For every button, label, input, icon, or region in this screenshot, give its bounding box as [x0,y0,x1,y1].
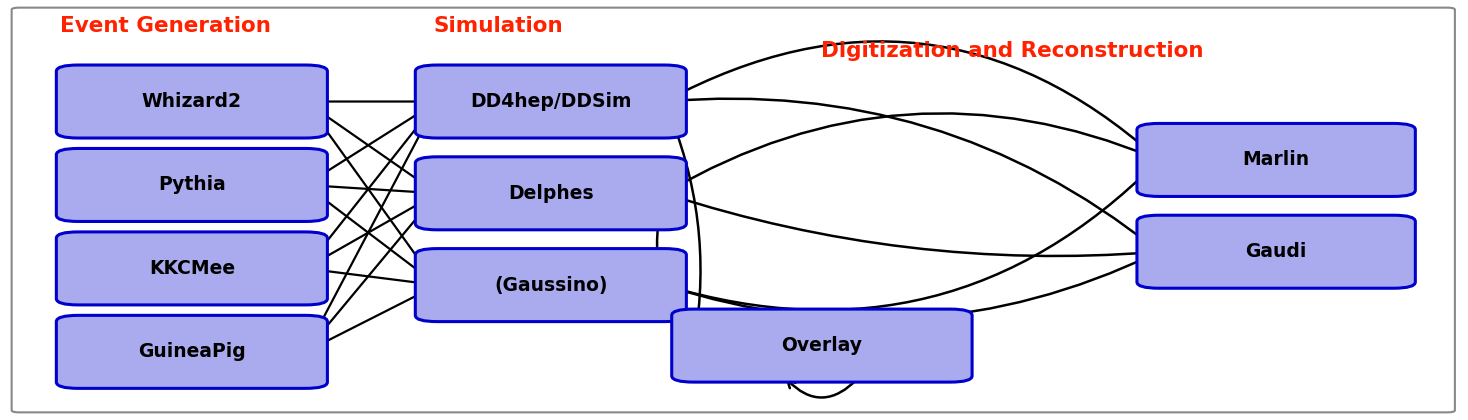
Text: DD4hep/DDSim: DD4hep/DDSim [470,92,631,111]
FancyBboxPatch shape [56,65,327,138]
Text: GuineaPig: GuineaPig [138,342,245,361]
FancyBboxPatch shape [415,157,687,230]
Text: Delphes: Delphes [508,184,593,203]
FancyBboxPatch shape [415,65,687,138]
Text: Gaudi: Gaudi [1245,242,1307,261]
Text: Digitization and Reconstruction: Digitization and Reconstruction [821,42,1204,61]
Text: Whizard2: Whizard2 [142,92,242,111]
FancyBboxPatch shape [56,315,327,388]
FancyBboxPatch shape [56,232,327,305]
FancyBboxPatch shape [1136,123,1415,197]
FancyBboxPatch shape [415,249,687,322]
Text: Simulation: Simulation [433,16,564,37]
Text: Marlin: Marlin [1242,150,1309,169]
FancyBboxPatch shape [1136,215,1415,288]
FancyBboxPatch shape [56,148,327,221]
Text: (Gaussino): (Gaussino) [495,276,608,294]
Text: KKCMee: KKCMee [148,259,235,278]
Text: Pythia: Pythia [159,176,226,194]
FancyBboxPatch shape [672,309,972,382]
FancyBboxPatch shape [12,8,1455,412]
Text: Event Generation: Event Generation [60,16,272,37]
Text: Overlay: Overlay [781,336,862,355]
